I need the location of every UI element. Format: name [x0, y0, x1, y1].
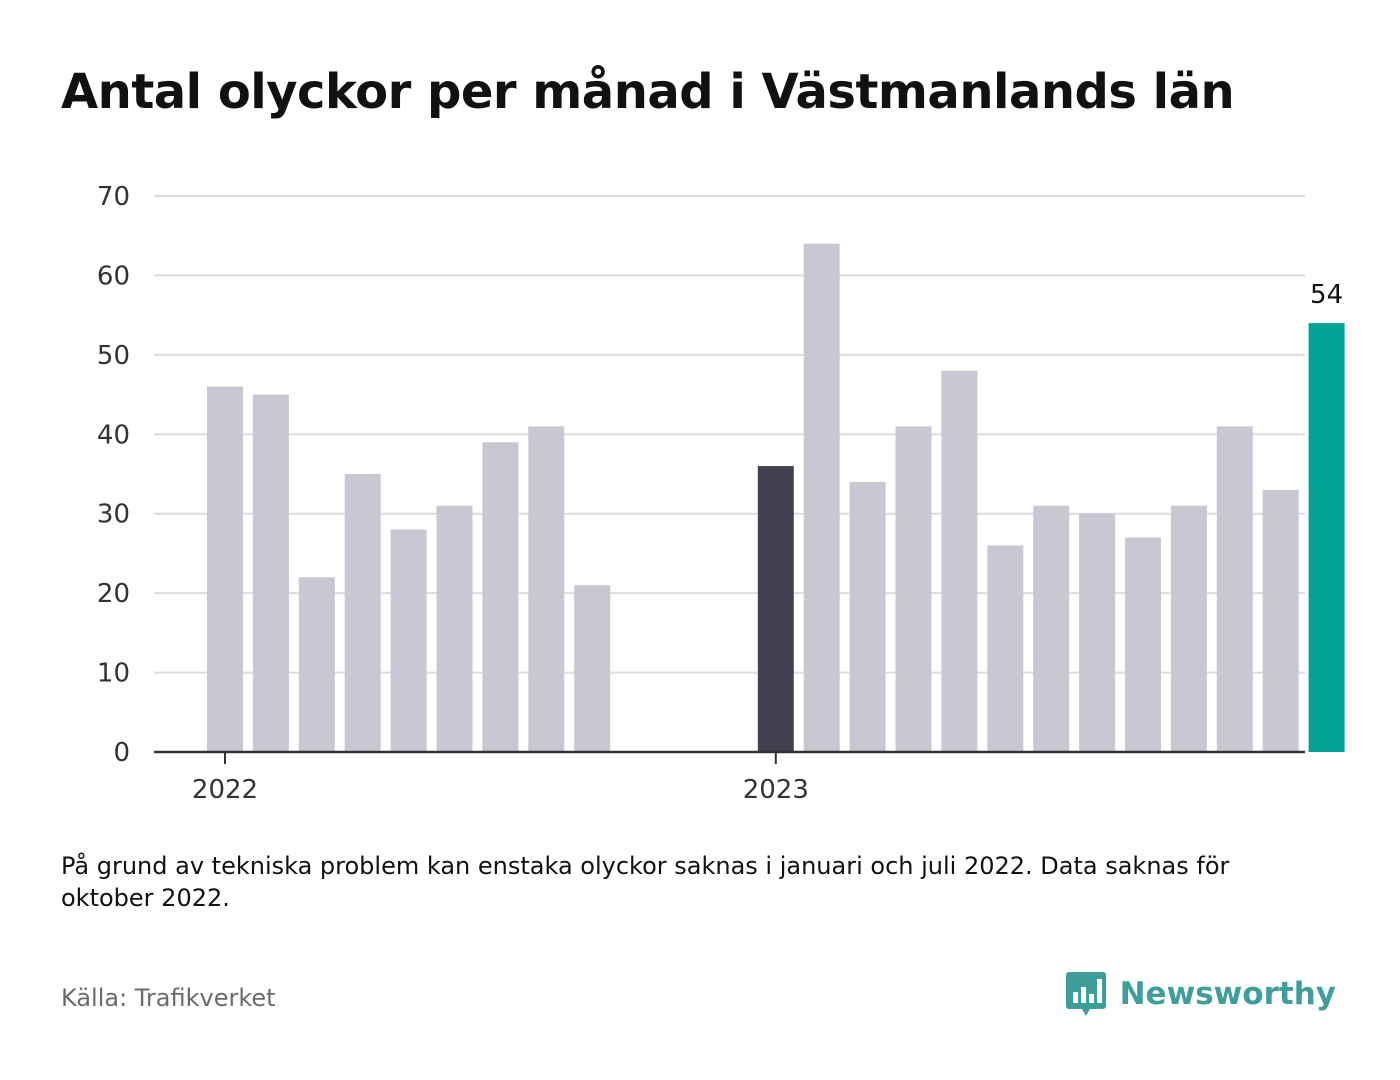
- source-label: Källa: Trafikverket: [61, 984, 276, 1012]
- y-tick-label: 60: [97, 261, 130, 291]
- y-axis-ticks: 0 10 20 30 40 50 60 70: [97, 182, 130, 768]
- bar-2023-02[interactable]: [803, 243, 840, 752]
- bar-2022-04[interactable]: [344, 474, 381, 752]
- bar-2023-04[interactable]: [895, 426, 932, 752]
- y-tick-label: 30: [97, 500, 130, 530]
- x-axis-ticks: 2022 2023: [154, 750, 1305, 805]
- data-labels: 54: [1310, 280, 1343, 310]
- bar-2023-12[interactable]: [1262, 489, 1299, 752]
- y-tick-label: 40: [97, 420, 130, 450]
- bar-2024-01[interactable]: [1308, 323, 1345, 752]
- x-tick-label: 2022: [192, 775, 258, 805]
- bar-2023-11[interactable]: [1216, 426, 1253, 752]
- bar-2023-08[interactable]: [1079, 513, 1116, 752]
- bar-2022-09[interactable]: [574, 585, 611, 752]
- bar-2022-02[interactable]: [252, 394, 289, 752]
- bar-2022-03[interactable]: [298, 577, 335, 752]
- x-tick-label: 2023: [743, 775, 809, 805]
- bar-chart: 0 10 20 30 40 50 60 70 54 2022 2023: [97, 182, 1345, 805]
- bar-2023-03[interactable]: [849, 481, 886, 752]
- y-tick-label: 10: [97, 659, 130, 689]
- bar-2022-07[interactable]: [482, 442, 519, 752]
- bar-2023-09[interactable]: [1125, 537, 1161, 752]
- bar-2022-08[interactable]: [528, 426, 565, 752]
- footnote: På grund av tekniska problem kan enstaka…: [61, 852, 1230, 912]
- bar-2023-06[interactable]: [987, 545, 1024, 752]
- bar-2023-10[interactable]: [1170, 505, 1207, 752]
- chart-title: Antal olyckor per månad i Västmanlands l…: [61, 64, 1235, 120]
- y-tick-label: 70: [97, 182, 130, 212]
- bar-2022-05[interactable]: [390, 529, 427, 752]
- bar-2022-06[interactable]: [436, 505, 473, 752]
- bar-2023-01[interactable]: [757, 466, 794, 752]
- y-tick-label: 20: [97, 579, 130, 609]
- data-label-2024-01: 54: [1310, 280, 1343, 310]
- y-tick-label: 0: [113, 738, 130, 768]
- bar-2023-05[interactable]: [941, 370, 978, 752]
- newsworthy-logo[interactable]: Newsworthy: [1065, 970, 1336, 1018]
- bars: [207, 243, 1345, 752]
- brand-name: Newsworthy: [1119, 976, 1336, 1012]
- y-tick-label: 50: [97, 341, 130, 371]
- bar-chart-logo-icon: [1065, 972, 1106, 1016]
- bar-2022-01[interactable]: [207, 386, 243, 752]
- bar-2023-07[interactable]: [1033, 505, 1070, 752]
